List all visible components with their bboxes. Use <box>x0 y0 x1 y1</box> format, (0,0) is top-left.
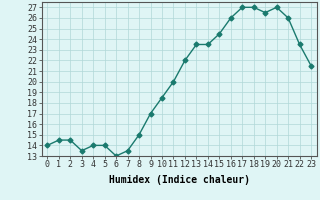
X-axis label: Humidex (Indice chaleur): Humidex (Indice chaleur) <box>109 175 250 185</box>
